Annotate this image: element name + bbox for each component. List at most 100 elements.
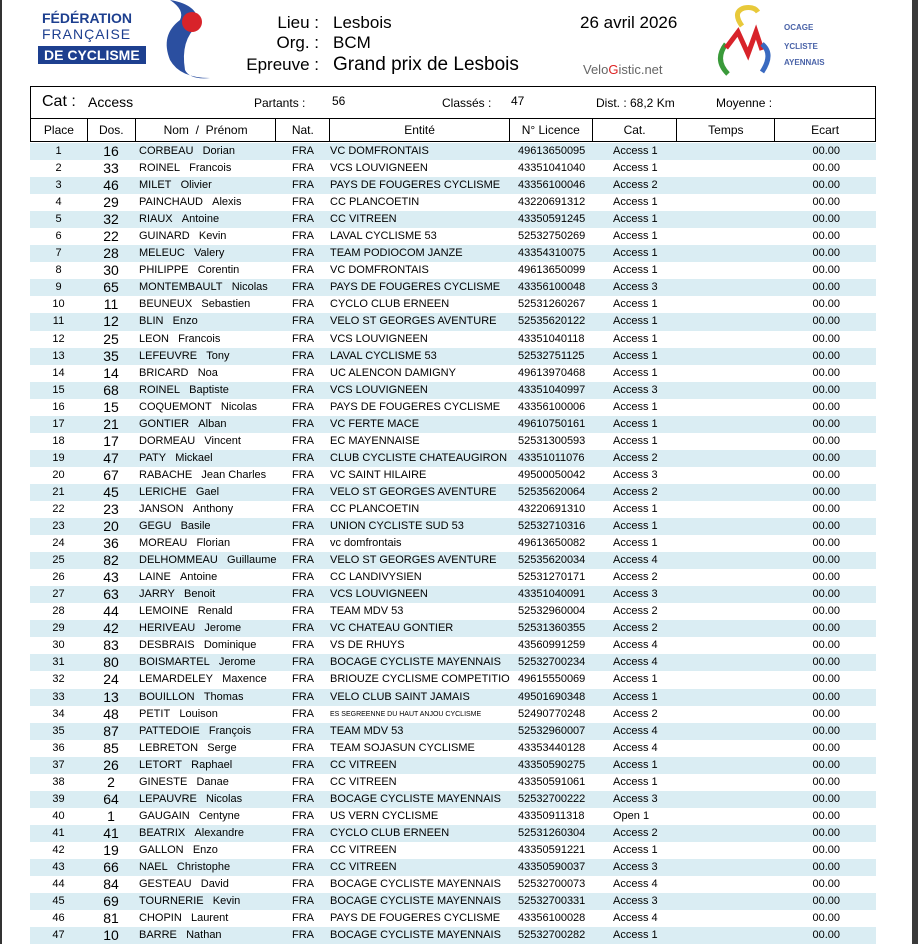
cell-nat: FRA — [292, 434, 314, 447]
cell-cat: Access 1 — [613, 213, 658, 226]
cell-dos: 2 — [107, 773, 115, 790]
cell-place: 11 — [52, 315, 65, 328]
cell-licence: 43356100048 — [518, 281, 586, 294]
table-row: 41 41 BEATRIX Alexandre FRA CYCLO CLUB ERNEE… — [30, 824, 876, 842]
table-row: 27 63 JARRY Benoit FRA VCS LOUVIGNEEN 4335104… — [30, 586, 876, 604]
cell-dos: 12 — [103, 313, 119, 330]
cell-entite: VS DE RHUYS — [330, 639, 405, 652]
cell-licence: 43350590037 — [518, 860, 586, 873]
cell-licence: 43350591061 — [518, 775, 586, 788]
race-date: 26 avril 2026 — [580, 13, 678, 32]
cell-cat: Access 1 — [613, 196, 658, 209]
cell-nat: FRA — [292, 775, 314, 788]
cell-temps — [678, 313, 776, 330]
cell-nat: FRA — [292, 571, 314, 584]
col-temps: Temps — [677, 119, 776, 141]
cell-dos: 29 — [103, 194, 119, 211]
cell-dos: 1 — [107, 807, 115, 824]
cell-ecart: 00.00 — [812, 502, 840, 515]
cell-licence: 43350591245 — [518, 213, 586, 226]
cell-nom: TOURNERIE Kevin — [139, 895, 241, 908]
cell-dos: 64 — [103, 790, 119, 807]
cell-nat: FRA — [292, 383, 314, 396]
cell-temps — [678, 689, 776, 706]
cell-dos: 45 — [103, 483, 119, 500]
cell-ecart: 00.00 — [812, 485, 840, 498]
cell-licence: 52531300593 — [518, 434, 586, 447]
category-info-bar: Cat : Access Partants : 56 Classés : 47 … — [30, 86, 876, 119]
cell-place: 10 — [52, 298, 65, 311]
cell-entite: CC VITREEN — [330, 860, 397, 873]
club-logo-l2: YCLISTE — [784, 42, 818, 51]
cell-licence: 43351040118 — [518, 332, 585, 345]
cell-temps — [678, 296, 776, 313]
cell-cat: Access 3 — [613, 792, 658, 805]
cell-licence: 43351040091 — [518, 588, 586, 601]
cell-temps — [678, 177, 776, 194]
cell-nat: FRA — [292, 332, 314, 345]
cell-dos: 17 — [103, 432, 119, 449]
cell-entite: US VERN CYCLISME — [330, 809, 439, 822]
cell-licence: 49613650082 — [518, 537, 586, 550]
cell-entite: CC LANDIVYSIEN — [330, 571, 422, 584]
cell-nom: BLIN Enzo — [139, 315, 198, 328]
cell-nat: FRA — [292, 622, 314, 635]
velogistic-link[interactable]: VeloGistic.net — [583, 62, 663, 77]
table-row: 45 69 TOURNERIE Kevin FRA BOCAGE CYCLISTE MA… — [30, 893, 876, 911]
cell-nom: LAINE Antoine — [139, 571, 218, 584]
cell-ecart: 00.00 — [812, 366, 840, 379]
cell-temps — [678, 637, 776, 654]
cell-entite: VCS LOUVIGNEEN — [330, 588, 428, 601]
cell-dos: 41 — [103, 824, 119, 841]
cell-nom: GAUGAIN Centyne — [139, 809, 240, 822]
cell-place: 9 — [55, 281, 62, 294]
cell-place: 44 — [52, 878, 65, 891]
cell-entite: BOCAGE CYCLISTE MAYENNAIS — [330, 656, 501, 669]
cell-entite: CYCLO CLUB ERNEEN — [330, 826, 450, 839]
cell-ecart: 00.00 — [812, 673, 840, 686]
cell-nat: FRA — [292, 912, 314, 925]
cell-cat: Access 1 — [613, 298, 658, 311]
cell-place: 43 — [52, 860, 65, 873]
cell-entite: TEAM MDV 53 — [330, 724, 404, 737]
cell-cat: Access 1 — [613, 230, 658, 243]
cell-place: 20 — [52, 468, 65, 481]
cell-entite: CLUB CYCLISTE CHATEAUGIRON — [330, 451, 508, 464]
cell-nat: FRA — [292, 281, 314, 294]
cell-ecart: 00.00 — [812, 605, 840, 618]
cell-ecart: 00.00 — [812, 247, 840, 260]
cell-licence: 52532700234 — [518, 656, 586, 669]
cell-nom: MILET Olivier — [139, 179, 212, 192]
cell-licence: 49500050042 — [518, 468, 586, 481]
table-row: 2 33 ROINEL Francois FRA VCS LOUVIGNEEN 43351… — [30, 160, 876, 177]
cell-ecart: 00.00 — [812, 468, 840, 481]
table-row: 9 65 MONTEMBAULT Nicolas FRA PAYS DE FOUGERE… — [30, 279, 876, 297]
cell-entite: CYCLO CLUB ERNEEN — [330, 298, 450, 311]
cell-licence: 52532700282 — [518, 929, 586, 942]
cell-entite: VELO ST GEORGES AVENTURE — [330, 554, 497, 567]
cell-ecart: 00.00 — [812, 349, 840, 362]
cell-nat: FRA — [292, 741, 314, 754]
page-border-right — [912, 0, 918, 944]
col-nat: Nat. — [276, 119, 331, 141]
cell-cat: Access 1 — [613, 247, 658, 260]
cell-nat: FRA — [292, 315, 314, 328]
cell-licence: 52535620034 — [518, 554, 586, 567]
cell-nom: MONTEMBAULT Nicolas — [139, 281, 268, 294]
cell-dos: 20 — [103, 518, 119, 535]
cell-nat: FRA — [292, 878, 314, 891]
cell-cat: Access 1 — [613, 758, 658, 771]
table-row: 21 45 LERICHE Gael FRA VELO ST GEORGES AVENT… — [30, 483, 876, 501]
table-row: 26 43 LAINE Antoine FRA CC LANDIVYSIEN 525312… — [30, 569, 876, 586]
cell-dos: 25 — [103, 330, 119, 347]
cell-licence: 43351040997 — [518, 383, 586, 396]
cell-dos: 28 — [103, 245, 119, 262]
cell-dos: 66 — [103, 858, 119, 875]
cell-nom: ROINEL Francois — [139, 162, 232, 175]
table-row: 20 67 RABACHE Jean Charles FRA VC SAINT HILA… — [30, 467, 876, 484]
cell-entite: VELO ST GEORGES AVENTURE — [330, 315, 497, 328]
cell-nat: FRA — [292, 826, 314, 839]
cell-nat: FRA — [292, 366, 314, 379]
cell-cat: Access 1 — [613, 366, 658, 379]
cell-nom: BRICARD Noa — [139, 366, 218, 379]
